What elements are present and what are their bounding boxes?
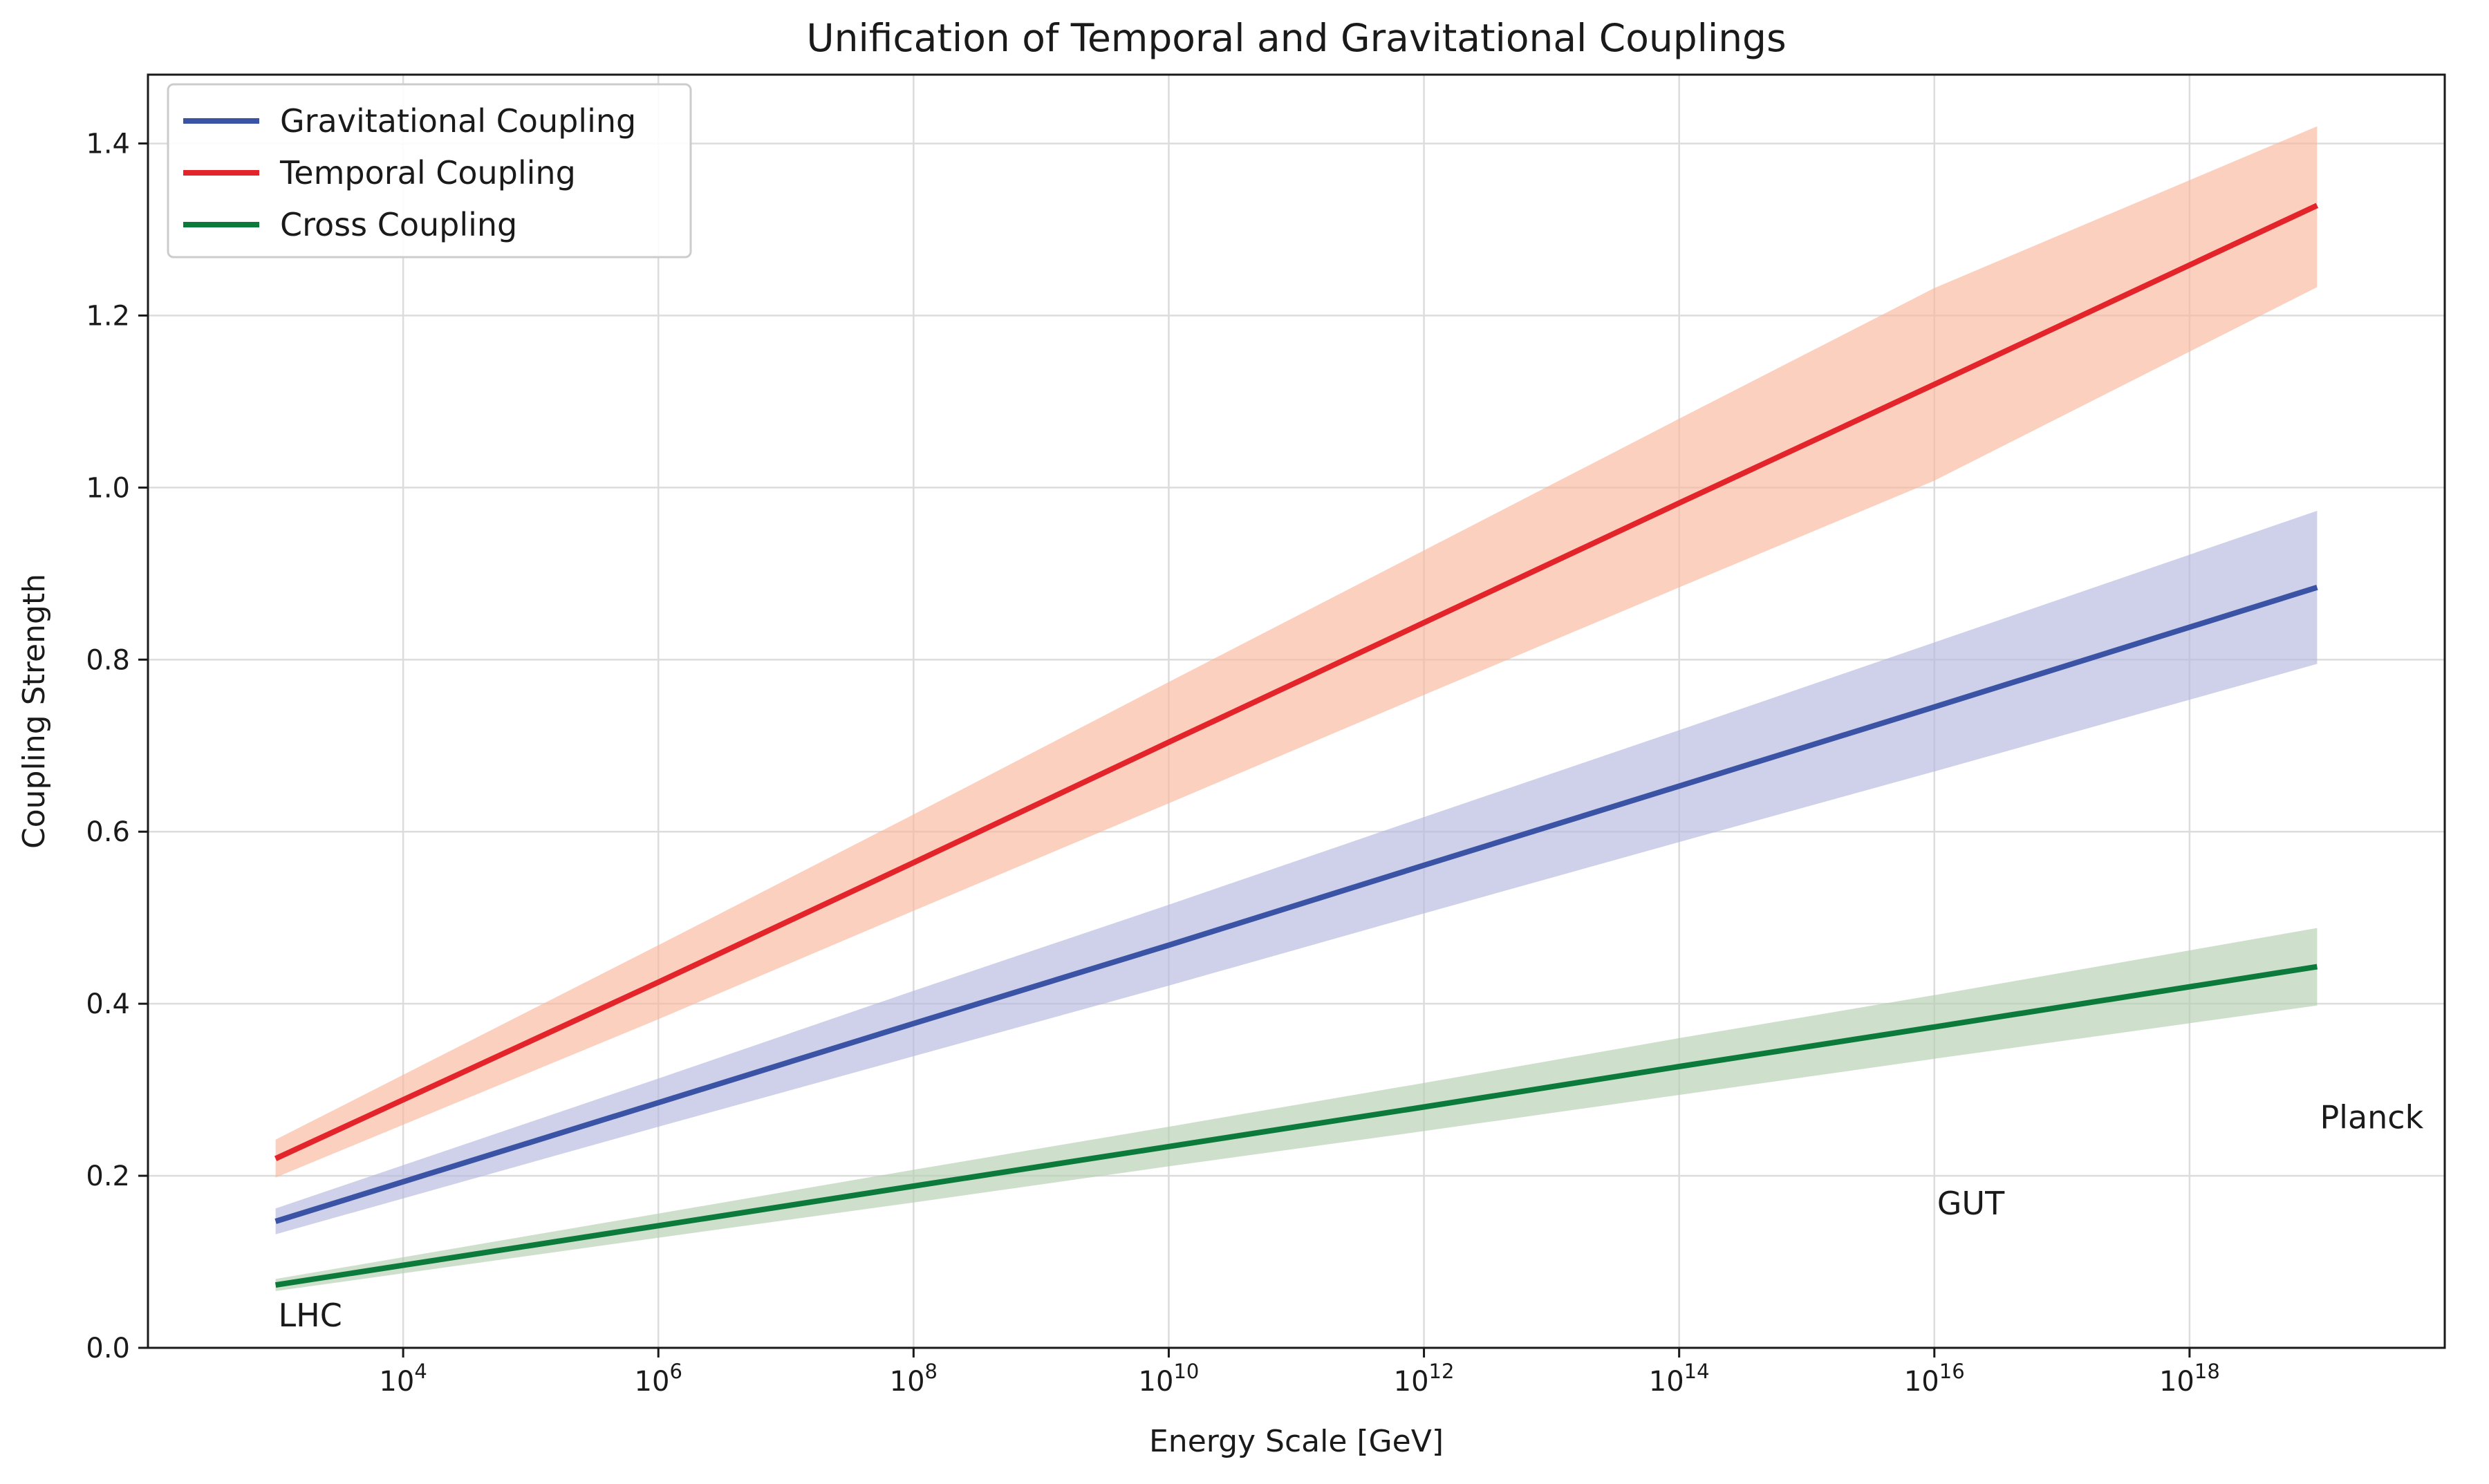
legend-box: [167, 83, 692, 259]
plot-frame: [147, 73, 2446, 1349]
y-tick-label: 0.8: [86, 644, 130, 676]
x-axis-label: Energy Scale [GeV]: [1149, 1424, 1444, 1459]
y-tick-label: 0.0: [86, 1333, 130, 1364]
legend-label-cross-coupling: Cross Coupling: [280, 206, 517, 243]
y-tick-label: 1.4: [86, 129, 130, 160]
annotation-planck: Planck: [2320, 1099, 2423, 1136]
gravitational-coupling-band: [275, 511, 2318, 1234]
y-tick-label: 0.2: [86, 1161, 130, 1192]
legend: Gravitational Coupling Temporal Coupling C…: [167, 83, 692, 259]
x-tick-label: 1010: [1139, 1360, 1200, 1398]
axis-ticks: 0.0 0.2 0.4 0.6 0.8 1.0 1.2 1.4 104 106 108 1010 101…: [86, 129, 2219, 1398]
x-tick-label: 1018: [2159, 1360, 2220, 1398]
cross-coupling-band: [275, 928, 2318, 1291]
x-tick-label: 104: [379, 1360, 427, 1398]
legend-label-gravitational-coupling: Gravitational Coupling: [280, 102, 636, 140]
gravitational-coupling-line: [274, 584, 2318, 1224]
annotations: LHC GUT Planck: [279, 1099, 2424, 1334]
temporal-coupling-band: [275, 126, 2318, 1178]
y-tick-label: 1.0: [86, 472, 130, 504]
series-lines: [274, 203, 2319, 1288]
x-tick-label: 1014: [1649, 1360, 1710, 1398]
y-tick-label: 1.2: [86, 300, 130, 332]
y-tick-label: 0.6: [86, 816, 130, 848]
y-tick-label: 0.4: [86, 988, 130, 1020]
annotation-lhc: LHC: [279, 1297, 342, 1334]
x-tick-label: 1012: [1394, 1360, 1455, 1398]
annotation-gut: GUT: [1937, 1185, 2005, 1222]
temporal-coupling-line: [274, 203, 2319, 1161]
y-axis-label: Coupling Strength: [17, 574, 52, 849]
chart-title: Unification of Temporal and Gravitationa…: [806, 16, 1786, 60]
cross-coupling-line: [274, 964, 2318, 1288]
x-tick-label: 108: [890, 1360, 938, 1398]
legend-label-temporal-coupling: Temporal Coupling: [279, 154, 576, 191]
x-tick-label: 106: [635, 1360, 682, 1398]
uncertainty-bands: [275, 126, 2318, 1291]
x-tick-label: 1016: [1904, 1360, 1965, 1398]
